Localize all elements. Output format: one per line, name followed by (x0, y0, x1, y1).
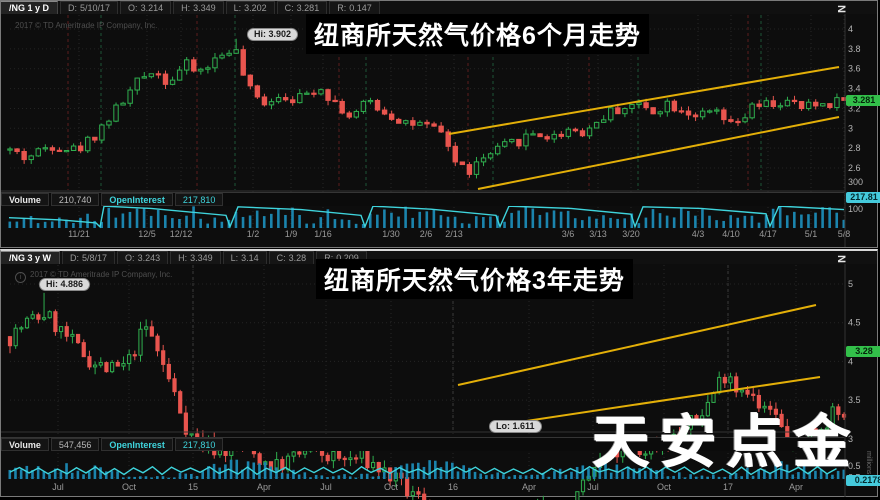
svg-text:4: 4 (848, 356, 853, 366)
readout-close: C: 3.28 (268, 251, 315, 264)
svg-text:16: 16 (448, 482, 458, 492)
last-price-badge: 3.28 (846, 346, 880, 357)
lo-marker-label: Lo: 1.611 (489, 420, 542, 433)
readout-low: L: 3.202 (225, 1, 275, 14)
svg-text:3/6: 3/6 (562, 229, 575, 239)
chart-header-weekly: /NG 3 y W D: 5/8/17 O: 3.243 H: 3.349 L: 3.1… (1, 251, 877, 264)
svg-text:3.5: 3.5 (848, 395, 861, 405)
svg-text:5: 5 (848, 279, 853, 289)
svg-text:17: 17 (723, 482, 733, 492)
svg-text:2/13: 2/13 (445, 229, 463, 239)
svg-text:2/6: 2/6 (420, 229, 433, 239)
svg-text:2.6: 2.6 (848, 163, 861, 173)
readout-high: H: 3.349 (173, 1, 224, 14)
hi-marker-label: Hi: 4.886 (39, 278, 91, 291)
panel-daily-chart: 4 3.8 3.6 3.4 3.2 3 2.8 2.6 100 300 11/21 12/5 12/12… (0, 0, 880, 248)
symbol-tab[interactable]: /NG 3 y W (1, 251, 61, 264)
copyright-text: 2017 © TD Ameritrade IP Company, Inc. (15, 21, 158, 30)
readout-date: D: 5/8/17 (62, 251, 116, 264)
readout-date: D: 5/10/17 (60, 1, 119, 14)
last-price-badge: 3.281 (846, 95, 880, 106)
volume-subgraph-header: Volume 547,456 OpenInterest 217,810 (1, 437, 844, 451)
svg-text:4: 4 (848, 24, 853, 34)
svg-text:3: 3 (848, 434, 853, 444)
svg-text:5/8: 5/8 (838, 229, 851, 239)
svg-text:1/9: 1/9 (285, 229, 298, 239)
svg-text:millions: millions (865, 451, 872, 475)
svg-text:300: 300 (848, 177, 863, 187)
svg-text:Apr: Apr (257, 482, 271, 492)
panel-weekly-chart: 54.543.532.520.5millionsJulOct15AprJulOc… (0, 249, 880, 500)
chart-title-weekly: 纽商所天然气价格3年走势 (316, 259, 633, 299)
svg-text:2.8: 2.8 (848, 143, 861, 153)
svg-text:Apr: Apr (789, 482, 803, 492)
chart-title-daily: 纽商所天然气价格6个月走势 (306, 14, 649, 54)
chart-header-daily: /NG 1 y D D: 5/10/17 O: 3.214 H: 3.349 L: 3.… (1, 1, 877, 14)
hi-marker-label: Hi: 3.902 (247, 28, 299, 41)
open-interest-value: 217,810 (174, 438, 224, 451)
copyright-text: i 2017 © TD Ameritrade IP Company, Inc. (15, 270, 172, 283)
readout-close: C: 3.281 (276, 1, 328, 14)
symbol-tab[interactable]: /NG 1 y D (1, 1, 59, 14)
panel-corner-icon[interactable]: N (834, 5, 847, 13)
svg-text:15: 15 (188, 482, 198, 492)
readout-low: L: 3.14 (222, 251, 267, 264)
svg-text:Oct: Oct (384, 482, 399, 492)
svg-text:1/30: 1/30 (382, 229, 400, 239)
svg-text:3/20: 3/20 (622, 229, 640, 239)
open-interest-badge: 217.81 (846, 192, 880, 203)
info-icon[interactable]: i (15, 272, 26, 283)
open-interest-value: 217,810 (174, 193, 224, 206)
svg-text:3/13: 3/13 (589, 229, 607, 239)
candlestick-chart-daily[interactable]: 4 3.8 3.6 3.4 3.2 3 2.8 2.6 100 300 11/21 12/5 12/12… (1, 1, 879, 247)
readout-range: R: 0.147 (329, 1, 380, 14)
svg-text:Oct: Oct (657, 482, 672, 492)
svg-text:Jul: Jul (52, 482, 64, 492)
svg-text:4/17: 4/17 (759, 229, 777, 239)
volume-subgraph-header: Volume 210,740 OpenInterest 217,810 (1, 192, 844, 206)
volume-label: Volume (1, 438, 49, 451)
svg-text:4/10: 4/10 (722, 229, 740, 239)
open-interest-badge: 0.21781 (846, 475, 880, 486)
volume-value: 547,456 (50, 438, 100, 451)
svg-text:4/3: 4/3 (692, 229, 705, 239)
svg-text:12/5: 12/5 (138, 229, 156, 239)
svg-text:0.5: 0.5 (848, 461, 861, 471)
volume-value: 210,740 (50, 193, 100, 206)
svg-text:4.5: 4.5 (848, 318, 861, 328)
svg-text:11/21: 11/21 (68, 229, 90, 239)
svg-text:3: 3 (848, 123, 853, 133)
svg-text:Oct: Oct (122, 482, 137, 492)
open-interest-label: OpenInterest (101, 438, 173, 451)
svg-text:3.4: 3.4 (848, 84, 861, 94)
svg-text:Jul: Jul (320, 482, 332, 492)
svg-text:100: 100 (848, 204, 863, 214)
readout-open: O: 3.214 (120, 1, 172, 14)
svg-text:Jul: Jul (587, 482, 599, 492)
svg-text:3.8: 3.8 (848, 44, 861, 54)
svg-text:Apr: Apr (522, 482, 536, 492)
svg-text:12/12: 12/12 (170, 229, 193, 239)
readout-open: O: 3.243 (117, 251, 169, 264)
volume-label: Volume (1, 193, 49, 206)
panel-corner-icon[interactable]: N (834, 255, 847, 263)
readout-high: H: 3.349 (170, 251, 221, 264)
svg-text:1/16: 1/16 (314, 229, 332, 239)
svg-text:5/1: 5/1 (805, 229, 818, 239)
svg-text:3.2: 3.2 (848, 103, 861, 113)
svg-text:1/2: 1/2 (247, 229, 260, 239)
svg-text:3.6: 3.6 (848, 64, 861, 74)
open-interest-label: OpenInterest (101, 193, 173, 206)
watermark-text: 天安点金 (592, 408, 860, 475)
